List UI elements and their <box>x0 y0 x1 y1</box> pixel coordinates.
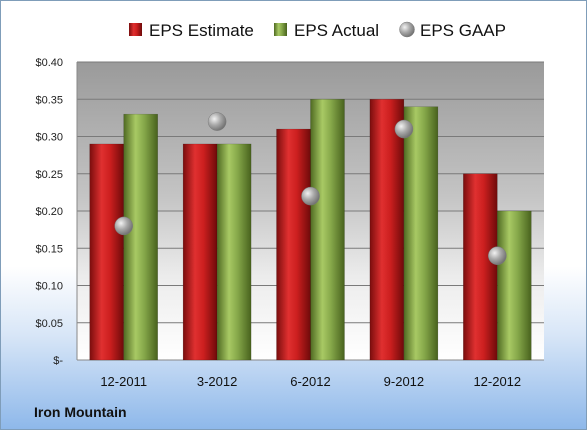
x-category-label: 3-2012 <box>197 374 237 389</box>
eps-gaap-marker <box>394 119 414 139</box>
legend-item-eps-gaap: EPS GAAP <box>399 21 506 40</box>
legend-label: EPS GAAP <box>420 21 506 40</box>
eps-gaap-marker <box>114 216 133 236</box>
x-category-label: 6-2012 <box>290 374 330 389</box>
legend-item-eps-actual: EPS Actual <box>274 21 379 40</box>
y-tick-label: $0.10 <box>35 281 63 293</box>
legend-label: EPS Estimate <box>149 21 254 40</box>
y-tick-label: $0.25 <box>35 169 63 181</box>
eps-actual-bar <box>216 143 252 361</box>
eps-actual-bar <box>310 99 345 361</box>
y-tick-label: $- <box>53 355 63 367</box>
eps-estimate-bar <box>182 143 218 361</box>
x-category-label: 12-2011 <box>100 374 147 389</box>
y-tick-label: $0.35 <box>35 94 63 106</box>
y-tick-label: $0.15 <box>35 243 63 255</box>
legend-item-eps-estimate: EPS Estimate <box>129 21 254 40</box>
legend-swatch <box>129 23 142 36</box>
eps-actual-bar <box>497 210 532 361</box>
legend-swatch <box>399 21 415 38</box>
legend-swatch <box>274 23 287 36</box>
eps-gaap-marker <box>207 112 227 131</box>
legend-label: EPS Actual <box>294 21 379 40</box>
eps-estimate-bar <box>276 128 311 361</box>
company-name: Iron Mountain <box>34 404 127 420</box>
y-tick-label: $0.30 <box>35 132 63 144</box>
y-tick-label: $0.40 <box>35 57 63 69</box>
eps-estimate-bar <box>89 143 124 361</box>
x-category-label: 9-2012 <box>384 374 424 389</box>
eps-gaap-marker <box>488 246 507 265</box>
y-tick-label: $0.20 <box>35 206 63 218</box>
eps-gaap-marker <box>301 186 320 206</box>
x-category-label: 12-2012 <box>473 374 521 389</box>
eps-actual-bar <box>123 113 158 361</box>
eps-estimate-bar <box>463 173 498 361</box>
eps-estimate-bar <box>369 99 405 361</box>
y-tick-label: $0.05 <box>35 318 63 330</box>
eps-actual-bar <box>403 106 439 361</box>
